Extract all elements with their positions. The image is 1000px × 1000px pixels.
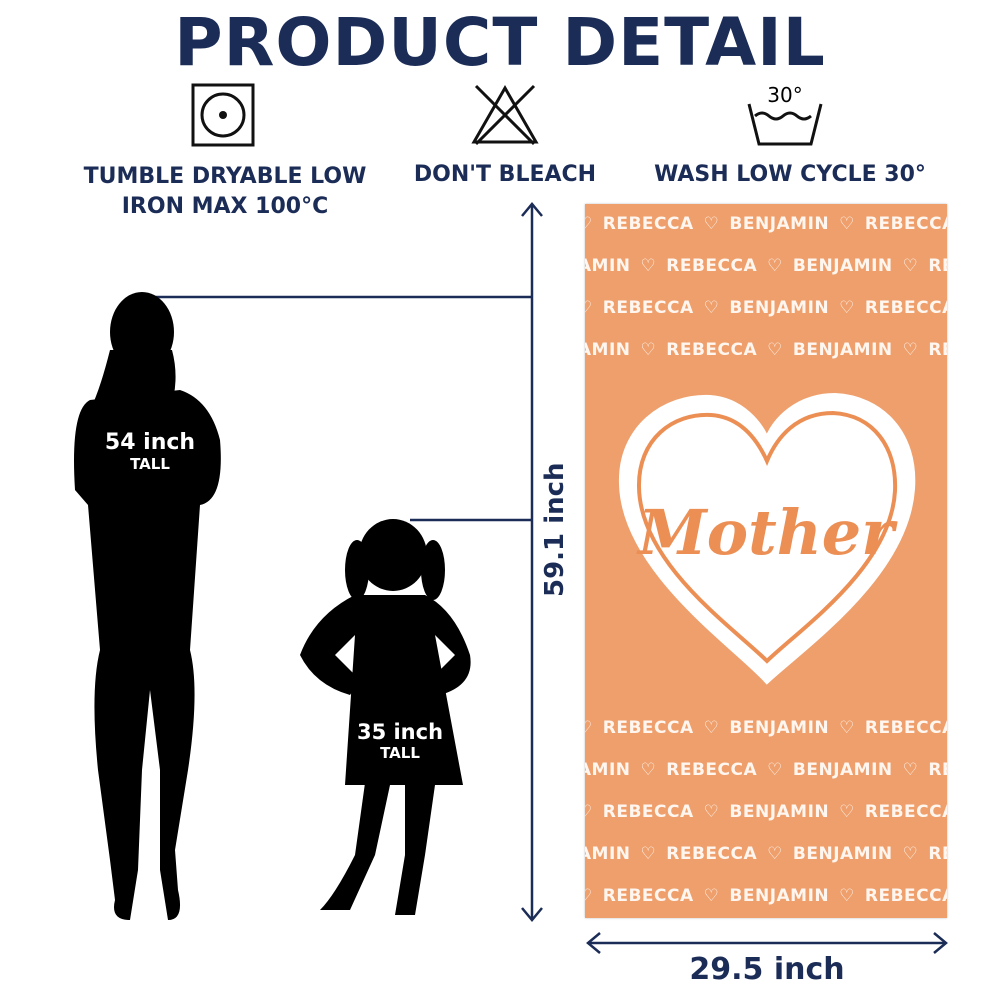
- pattern-name: REBECCA: [864, 718, 947, 738]
- pattern-row: ♡REBECCA♡BENJAMIN♡REBECCA♡BENJAMIN♡REBEC…: [585, 802, 947, 822]
- pattern-name: REBECCA: [602, 718, 694, 738]
- pattern-name: REBECCA: [864, 214, 947, 234]
- towel-height-label: 59.1 inch: [540, 462, 570, 598]
- small-heart-icon: ♡: [839, 214, 855, 234]
- small-heart-icon: ♡: [767, 760, 783, 780]
- page-title: PRODUCT DETAIL: [174, 4, 826, 81]
- pattern-row: ♡BENJAMIN♡REBECCA♡BENJAMIN♡REBECCA♡BENJA…: [585, 340, 947, 360]
- pattern-name: REBECCA: [928, 760, 947, 780]
- pattern-name: BENJAMIN: [792, 256, 893, 276]
- pattern-name: BENJAMIN: [585, 340, 631, 360]
- small-heart-icon: ♡: [839, 886, 855, 906]
- pattern-name: REBECCA: [928, 340, 947, 360]
- pattern-name: REBECCA: [666, 340, 758, 360]
- small-heart-icon: ♡: [703, 718, 720, 738]
- pattern-name: REBECCA: [602, 886, 694, 906]
- small-heart-icon: ♡: [640, 256, 657, 276]
- towel-width-label: 29.5 inch: [689, 952, 845, 987]
- care-wash: WASH LOW CYCLE 30°: [630, 160, 950, 190]
- towel-center-text: Mother: [638, 496, 894, 569]
- small-heart-icon: ♡: [585, 802, 593, 822]
- pattern-row: ♡REBECCA♡BENJAMIN♡REBECCA♡BENJAMIN♡REBEC…: [585, 718, 947, 738]
- wash-30-icon: 30°: [747, 83, 823, 146]
- pattern-name: REBECCA: [864, 802, 947, 822]
- pattern-name: BENJAMIN: [792, 340, 893, 360]
- heart-icon: [618, 392, 916, 685]
- pattern-name: REBECCA: [928, 256, 947, 276]
- pattern-name: REBECCA: [666, 760, 758, 780]
- pattern-name: REBECCA: [602, 802, 694, 822]
- no-bleach-icon: [471, 84, 539, 146]
- small-heart-icon: ♡: [585, 214, 593, 234]
- small-heart-icon: ♡: [585, 298, 593, 318]
- small-heart-icon: ♡: [767, 844, 783, 864]
- small-heart-icon: ♡: [902, 844, 919, 864]
- small-heart-icon: ♡: [703, 802, 720, 822]
- pattern-name: BENJAMIN: [585, 844, 631, 864]
- care-text: WASH LOW CYCLE 30°: [654, 162, 926, 187]
- towel-image: ♡ REBECCA ♡ BENJAMIN ♡ REBECCA ♡ BENJAMIN ♡ REBEC…: [585, 204, 947, 918]
- pattern-name: BENJAMIN: [729, 298, 830, 318]
- pattern-row: ♡REBECCA♡BENJAMIN♡REBECCA♡BENJAMIN♡REBEC…: [585, 298, 947, 318]
- care-text: IRON MAX 100°C: [121, 194, 329, 219]
- small-heart-icon: ♡: [902, 760, 919, 780]
- care-tumble-dry: TUMBLE DRYABLE LOW IRON MAX 100°C: [60, 162, 390, 222]
- small-heart-icon: ♡: [585, 886, 593, 906]
- pattern-name: REBECCA: [666, 844, 758, 864]
- pattern-name: BENJAMIN: [729, 886, 830, 906]
- girl-silhouette: [300, 519, 471, 915]
- pattern-row: ♡REBECCA♡BENJAMIN♡REBECCA♡BENJAMIN♡REBEC…: [585, 214, 947, 234]
- small-heart-icon: ♡: [839, 298, 855, 318]
- pattern-name: BENJAMIN: [729, 802, 830, 822]
- small-heart-icon: ♡: [839, 802, 855, 822]
- woman-height-value: 54 inch: [104, 430, 196, 455]
- care-text: TUMBLE DRYABLE LOW: [83, 164, 367, 189]
- pattern-name: REBECCA: [602, 214, 694, 234]
- pattern-name: REBECCA: [864, 298, 947, 318]
- pattern-name: REBECCA: [928, 844, 947, 864]
- small-heart-icon: ♡: [839, 718, 855, 738]
- small-heart-icon: ♡: [767, 340, 783, 360]
- pattern-name: BENJAMIN: [792, 844, 893, 864]
- woman-silhouette: [74, 292, 221, 920]
- pattern-row: ♡BENJAMIN♡REBECCA♡BENJAMIN♡REBECCA♡BENJA…: [585, 256, 947, 276]
- small-heart-icon: ♡: [902, 256, 919, 276]
- pattern-name: BENJAMIN: [792, 760, 893, 780]
- small-heart-icon: ♡: [640, 340, 657, 360]
- small-heart-icon: ♡: [703, 886, 720, 906]
- small-heart-icon: ♡: [902, 340, 919, 360]
- care-no-bleach: DON'T BLEACH: [395, 160, 615, 190]
- girl-height: 35 inch TALL: [345, 720, 455, 762]
- woman-height: 54 inch TALL: [90, 430, 210, 473]
- woman-height-label: TALL: [130, 455, 170, 473]
- tumble-dry-icon: [191, 83, 255, 147]
- small-heart-icon: ♡: [767, 256, 783, 276]
- pattern-name: REBECCA: [666, 256, 758, 276]
- care-text: DON'T BLEACH: [413, 162, 597, 187]
- pattern-name: BENJAMIN: [729, 718, 830, 738]
- pattern-name: REBECCA: [864, 886, 947, 906]
- pattern-name: BENJAMIN: [585, 760, 631, 780]
- small-heart-icon: ♡: [585, 718, 593, 738]
- small-heart-icon: ♡: [703, 298, 720, 318]
- pattern-name: BENJAMIN: [585, 256, 631, 276]
- pattern-name: BENJAMIN: [729, 214, 830, 234]
- pattern-row: ♡BENJAMIN♡REBECCA♡BENJAMIN♡REBECCA♡BENJA…: [585, 844, 947, 864]
- small-heart-icon: ♡: [640, 760, 657, 780]
- small-heart-icon: ♡: [640, 844, 657, 864]
- girl-height-value: 35 inch: [356, 720, 444, 744]
- girl-height-label: TALL: [380, 744, 420, 762]
- small-heart-icon: ♡: [703, 214, 720, 234]
- pattern-name: REBECCA: [602, 298, 694, 318]
- wash-temp: 30°: [767, 83, 802, 107]
- pattern-row: ♡REBECCA♡BENJAMIN♡REBECCA♡BENJAMIN♡REBEC…: [585, 886, 947, 906]
- pattern-row: ♡BENJAMIN♡REBECCA♡BENJAMIN♡REBECCA♡BENJA…: [585, 760, 947, 780]
